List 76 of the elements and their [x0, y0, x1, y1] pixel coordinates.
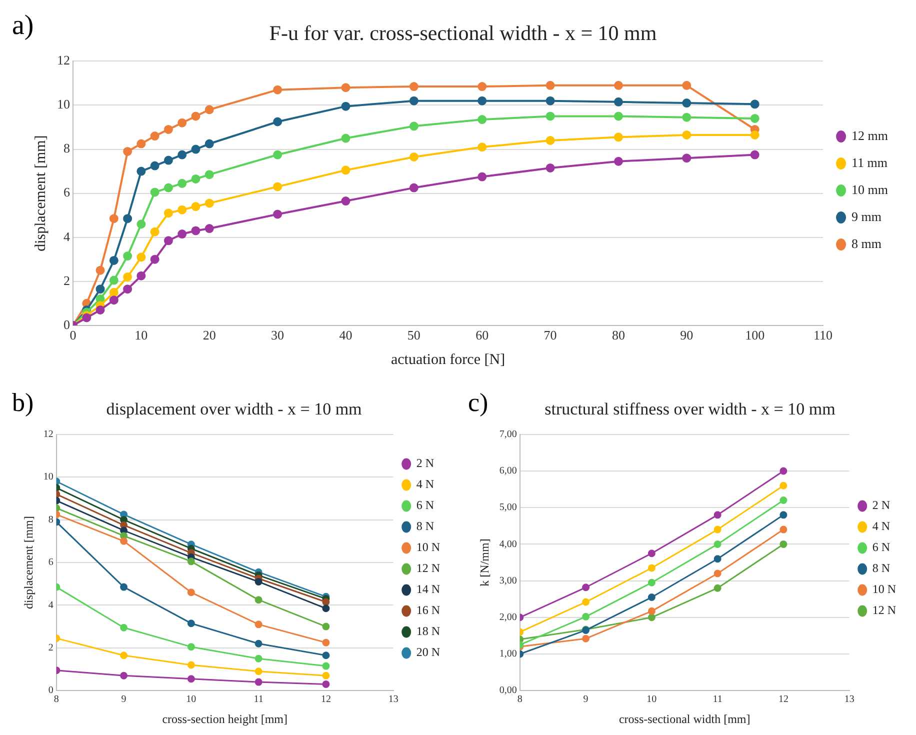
x-tick-label: 80 — [612, 328, 625, 343]
y-tick-label: 6 — [48, 557, 54, 568]
y-tick-label: 0,00 — [499, 685, 517, 696]
x-tick-label: 110 — [814, 328, 833, 343]
y-tick-label: 10 — [43, 472, 54, 483]
y-tick-label: 1,00 — [499, 648, 517, 660]
x-axis-title: actuation force [N] — [390, 352, 506, 368]
y-axis-title: displacement [mm] — [21, 516, 36, 609]
text: c) — [468, 388, 488, 418]
legend-label: 12 N — [416, 561, 440, 576]
y-tick-label: 4 — [64, 228, 70, 244]
x-axis-title: cross-sectional width [mm] — [618, 712, 750, 726]
x-tick-label: 20 — [202, 328, 216, 343]
x-tick-label: 30 — [271, 328, 284, 343]
y-axis-title: displacement [mm] — [32, 135, 49, 252]
y-tick-label: 0 — [48, 685, 54, 696]
y-tick-label: 2 — [64, 272, 70, 288]
legend-label: 4 N — [416, 477, 434, 492]
legend-label: 8 N — [872, 561, 890, 576]
y-tick-label: 10 — [57, 96, 70, 112]
x-axis-title: cross-section height [mm] — [162, 712, 288, 726]
chart-title: structural stiffness over width - x = 10 mm — [544, 400, 836, 419]
legend-label: 14 N — [416, 582, 440, 596]
x-tick-label: 10 — [646, 694, 657, 706]
x-tick-label: 10 — [134, 328, 148, 343]
legend-label: 2 N — [872, 498, 890, 512]
legend-label: 11 mm — [852, 154, 888, 170]
y-tick-label: 3,00 — [499, 575, 517, 586]
legend-label: 6 N — [872, 540, 890, 554]
y-tick-label: 5,00 — [499, 502, 517, 514]
y-tick-label: 12 — [57, 52, 70, 68]
legend-label: 20 N — [416, 645, 440, 660]
x-tick-label: 9 — [583, 694, 588, 706]
legend-label: 6 N — [416, 498, 434, 512]
x-tick-label: 100 — [745, 328, 765, 343]
y-tick-label: 7,00 — [499, 429, 517, 440]
chart-title: displacement over width - x = 10 mm — [106, 400, 362, 419]
y-tick-label: 0 — [64, 316, 70, 332]
y-tick-label: 4,00 — [499, 538, 517, 550]
x-tick-label: 13 — [388, 694, 398, 706]
text: a) — [12, 10, 34, 42]
legend-label: 8 mm — [852, 236, 882, 251]
y-tick-label: 12 — [43, 429, 54, 440]
y-tick-label: 6 — [64, 184, 70, 200]
y-tick-label: 2,00 — [499, 612, 517, 624]
legend-label: 18 N — [416, 624, 440, 638]
x-tick-label: 60 — [476, 328, 489, 343]
legend-label: 10 mm — [852, 182, 888, 197]
y-axis-title: k [N/mm] — [477, 538, 492, 586]
legend-label: 12 N — [872, 603, 896, 618]
y-tick-label: 8 — [64, 140, 70, 156]
legend-label: 9 mm — [852, 208, 882, 224]
y-tick-label: 8 — [48, 514, 54, 526]
legend-label: 10 N — [416, 540, 440, 554]
text: b) — [12, 388, 34, 418]
x-tick-label: 40 — [339, 328, 352, 343]
x-tick-label: 13 — [844, 694, 854, 706]
legend-label: 8 N — [416, 519, 434, 534]
chart-title: F-u for var. cross-sectional width - x = 10 mm — [269, 21, 657, 46]
x-tick-label: 11 — [254, 694, 264, 706]
legend-label: 10 N — [872, 582, 896, 596]
y-tick-label: 6,00 — [499, 466, 517, 477]
x-tick-label: 12 — [320, 694, 331, 706]
x-tick-label: 70 — [544, 328, 557, 343]
legend-label: 2 N — [416, 456, 434, 470]
y-tick-label: 2 — [48, 642, 54, 654]
x-tick-label: 10 — [186, 694, 196, 706]
x-tick-label: 9 — [121, 694, 126, 706]
x-tick-label: 50 — [407, 328, 420, 343]
x-tick-label: 90 — [680, 328, 694, 343]
y-tick-label: 4 — [48, 600, 54, 611]
legend-label: 12 mm — [852, 128, 888, 143]
x-tick-label: 11 — [712, 694, 722, 706]
legend-label: 4 N — [872, 519, 890, 534]
legend-label: 16 N — [416, 603, 440, 618]
x-tick-label: 12 — [778, 694, 788, 706]
